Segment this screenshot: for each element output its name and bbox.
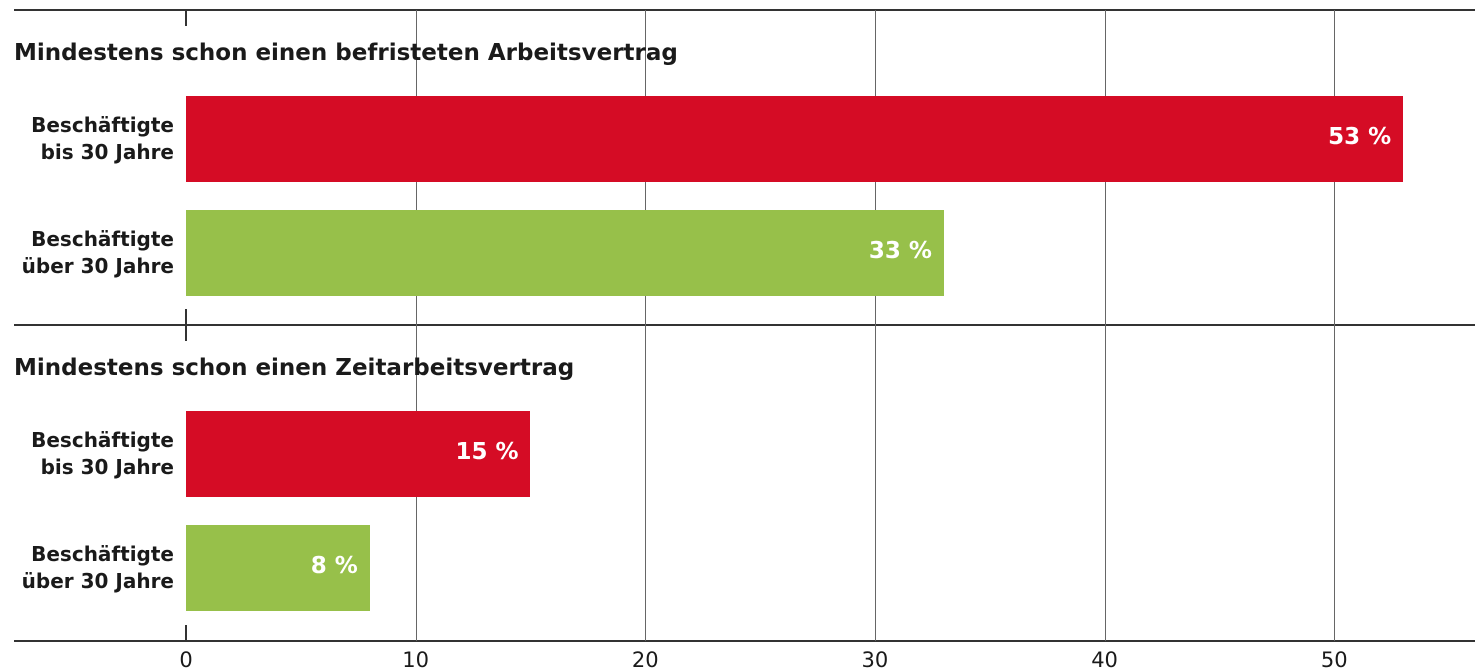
bar bbox=[186, 411, 531, 497]
group-title: Mindestens schon einen Zeitarbeitsvertra… bbox=[14, 355, 575, 381]
value-label: 33 % bbox=[868, 238, 932, 264]
value-label: 15 % bbox=[455, 439, 519, 465]
grid-line bbox=[645, 10, 647, 641]
x-tick-label: 20 bbox=[631, 648, 659, 671]
separator-line bbox=[14, 324, 1475, 326]
group-title: Mindestens schon einen befristeten Arbei… bbox=[14, 40, 678, 66]
x-tick-label: 30 bbox=[861, 648, 889, 671]
bar bbox=[186, 210, 944, 296]
x-tick-label: 10 bbox=[402, 648, 429, 671]
grid-line bbox=[1104, 10, 1106, 641]
category-label: Beschäftigte über 30 Jahre bbox=[21, 542, 174, 593]
x-tick-label: 0 bbox=[179, 648, 193, 671]
category-label: Beschäftigte über 30 Jahre bbox=[21, 227, 174, 278]
category-label: Beschäftigte bis 30 Jahre bbox=[31, 428, 174, 479]
grid-line bbox=[415, 10, 417, 641]
grid-line bbox=[874, 10, 876, 641]
grid-line bbox=[1334, 10, 1336, 641]
separator-line bbox=[14, 9, 1475, 11]
separator-line bbox=[14, 640, 1475, 642]
value-label: 53 % bbox=[1328, 124, 1392, 150]
tick-mark bbox=[185, 10, 187, 26]
x-tick-label: 50 bbox=[1320, 648, 1348, 671]
value-label: 8 % bbox=[310, 553, 358, 579]
category-label: Beschäftigte bis 30 Jahre bbox=[31, 113, 174, 164]
x-tick-label: 40 bbox=[1091, 648, 1118, 671]
bar bbox=[186, 525, 370, 611]
tick-mark bbox=[185, 625, 187, 641]
bar bbox=[186, 96, 1404, 182]
tick-mark bbox=[185, 309, 187, 341]
